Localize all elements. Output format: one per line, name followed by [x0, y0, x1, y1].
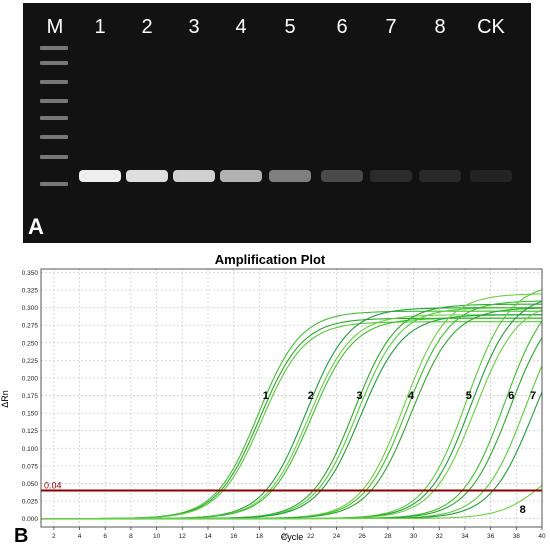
gel-sample-band	[126, 170, 168, 182]
curve-group-label: 3	[357, 390, 363, 402]
curve-group-label: 2	[308, 390, 314, 402]
x-tick-label: 2	[52, 533, 56, 540]
y-tick-label: 0.275	[22, 323, 39, 330]
x-tick-label: 18	[256, 533, 264, 540]
curve-group-label: 5	[466, 390, 472, 402]
x-tick-label: 30	[410, 533, 418, 540]
x-tick-label: 28	[384, 533, 392, 540]
x-tick-label: 26	[359, 533, 367, 540]
x-tick-label: 36	[487, 533, 495, 540]
gel-sample-band	[220, 170, 262, 182]
curve-group-label: 6	[508, 390, 514, 402]
x-tick-label: 8	[129, 533, 133, 540]
gel-lane-label: 3	[188, 16, 199, 38]
gel-sample-band	[470, 170, 512, 182]
ladder-band	[40, 116, 68, 120]
x-tick-label: 20	[281, 533, 289, 540]
gel-lane-label: 5	[284, 16, 295, 38]
ladder-band	[40, 61, 68, 65]
amplification-curve	[41, 484, 543, 520]
x-tick-label: 38	[513, 533, 521, 540]
x-tick-label: 12	[179, 533, 187, 540]
gel-lane-label: 4	[235, 16, 246, 38]
x-tick-label: 24	[333, 533, 341, 540]
x-tick-label: 32	[436, 533, 444, 540]
y-tick-label: 0.075	[22, 463, 39, 470]
x-axis-label: Cycle	[281, 532, 304, 542]
gel-panel-label: A	[28, 214, 44, 239]
plot-panel-label: B	[14, 525, 28, 547]
y-tick-label: 0.300	[22, 305, 39, 312]
x-tick-label: 4	[78, 533, 82, 540]
gel-sample-band	[269, 170, 311, 182]
y-tick-label: 0.175	[22, 393, 39, 400]
x-tick-label: 6	[103, 533, 107, 540]
curve-group-label: 8	[520, 504, 526, 516]
gel-lane-label: 7	[385, 16, 396, 38]
ladder-band	[40, 155, 68, 159]
y-tick-label: 0.025	[22, 498, 39, 505]
y-tick-label: 0.050	[22, 481, 39, 488]
x-tick-label: 40	[538, 533, 546, 540]
gel-lane-label: 2	[141, 16, 152, 38]
gel-sample-band	[321, 170, 363, 182]
x-tick-label: 14	[204, 533, 212, 540]
gel-electrophoresis-panel: M 1 2 3 4 5 6 7 8 CK A	[23, 3, 531, 243]
y-tick-label: 0.225	[22, 358, 39, 365]
ladder-band	[40, 99, 68, 103]
y-tick-label: 0.000	[22, 516, 39, 523]
y-tick-label: 0.150	[22, 411, 39, 418]
ladder-band	[40, 135, 68, 139]
plot-frame	[40, 268, 543, 528]
y-tick-label: 0.200	[22, 375, 39, 382]
x-tick-label: 16	[230, 533, 238, 540]
amplification-plot-panel: Amplification Plot ΔRn Cycle 0.000 0.025 0…	[0, 252, 546, 547]
x-tick-label: 10	[153, 533, 161, 540]
chart-title: Amplification Plot	[215, 252, 326, 267]
ladder-band	[40, 182, 68, 186]
gel-lane-label: 8	[434, 16, 445, 38]
gel-lane-label: 6	[336, 16, 347, 38]
y-tick-label: 0.100	[22, 446, 39, 453]
curve-group-label: 1	[263, 390, 269, 402]
y-tick-label: 0.325	[22, 288, 39, 295]
x-tick-label: 22	[307, 533, 315, 540]
ladder-band	[40, 80, 68, 84]
gel-lane-label: CK	[477, 16, 505, 38]
y-tick-label: 0.125	[22, 428, 39, 435]
y-tick-label: 0.250	[22, 340, 39, 347]
gel-sample-band	[370, 170, 412, 182]
gel-sample-band	[173, 170, 215, 182]
ladder-band	[40, 46, 68, 50]
curve-group-label: 7	[530, 390, 536, 402]
y-axis-label: ΔRn	[0, 390, 10, 408]
curve-group-label: 4	[408, 390, 415, 402]
gel-sample-band	[419, 170, 461, 182]
x-tick-label: 34	[461, 533, 469, 540]
gel-lane-label: M	[47, 16, 64, 38]
gel-lane-label: 1	[94, 16, 105, 38]
y-tick-label: 0.350	[22, 270, 39, 277]
threshold-label: 0.04	[44, 480, 62, 490]
gel-sample-band	[79, 170, 121, 182]
